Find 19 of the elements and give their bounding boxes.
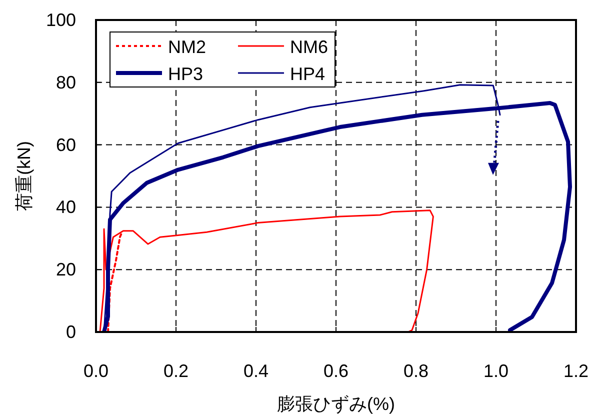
y-tick-label: 20 — [56, 260, 76, 280]
x-tick-label: 1.2 — [563, 361, 589, 381]
legend-label: HP4 — [290, 64, 326, 84]
legend-label: NM2 — [168, 37, 206, 57]
x-tick-label: 0.6 — [323, 361, 349, 381]
x-axis-title: 膨張ひずみ(%) — [277, 394, 395, 414]
y-tick-label: 40 — [56, 197, 76, 218]
y-tick-label: 60 — [56, 134, 76, 155]
legend-label: HP3 — [168, 64, 204, 84]
x-tick-label: 0.0 — [83, 361, 109, 381]
x-tick-label: 0.4 — [243, 361, 269, 381]
y-tick-label: 0 — [66, 322, 76, 342]
x-tick-label: 1.0 — [483, 361, 509, 381]
y-axis-title: 荷重(kN) — [14, 141, 34, 211]
x-tick-label: 0.8 — [403, 361, 429, 381]
legend-label: NM6 — [290, 37, 328, 57]
x-tick-label: 0.2 — [163, 361, 189, 381]
y-tick-label: 100 — [46, 10, 76, 30]
y-tick-label: 80 — [56, 72, 76, 92]
